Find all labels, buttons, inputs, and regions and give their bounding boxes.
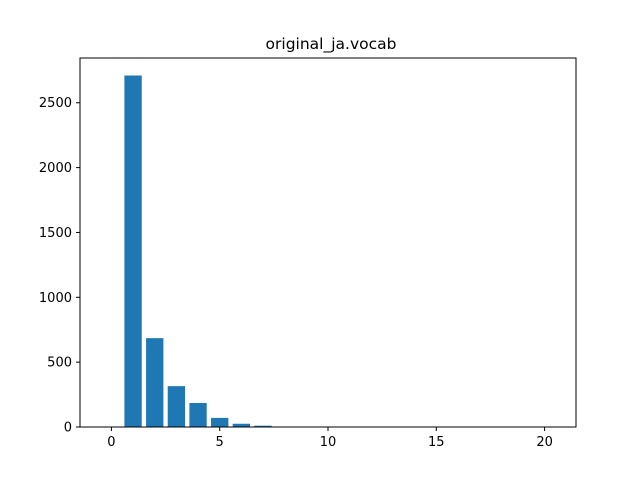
y-tick-label: 1500 [39,226,72,241]
bar-series [124,75,554,427]
y-tick-label: 500 [47,356,72,371]
x-tick-label: 20 [536,435,553,450]
plot-frame [79,57,577,428]
chart-title: original_ja.vocab [266,35,397,54]
bar-7 [254,425,272,427]
y-tick-label: 1000 [39,291,72,306]
x-tick-label: 15 [428,435,445,450]
bar-3 [167,386,186,427]
bar-6 [232,423,251,427]
y-tick-label: 2500 [39,96,72,111]
bar-2 [146,338,164,427]
y-axis: 0 500 1000 1500 2000 2500 [39,96,80,436]
x-axis: 0 5 10 15 20 [107,427,553,450]
y-tick-label: 0 [64,421,72,436]
x-tick-label: 0 [107,435,115,450]
x-tick-label: 5 [216,435,224,450]
x-tick-label: 10 [320,435,337,450]
bar-5 [211,417,229,427]
bar-4 [189,403,207,427]
bar-1 [124,75,142,427]
y-tick-label: 2000 [39,161,72,176]
